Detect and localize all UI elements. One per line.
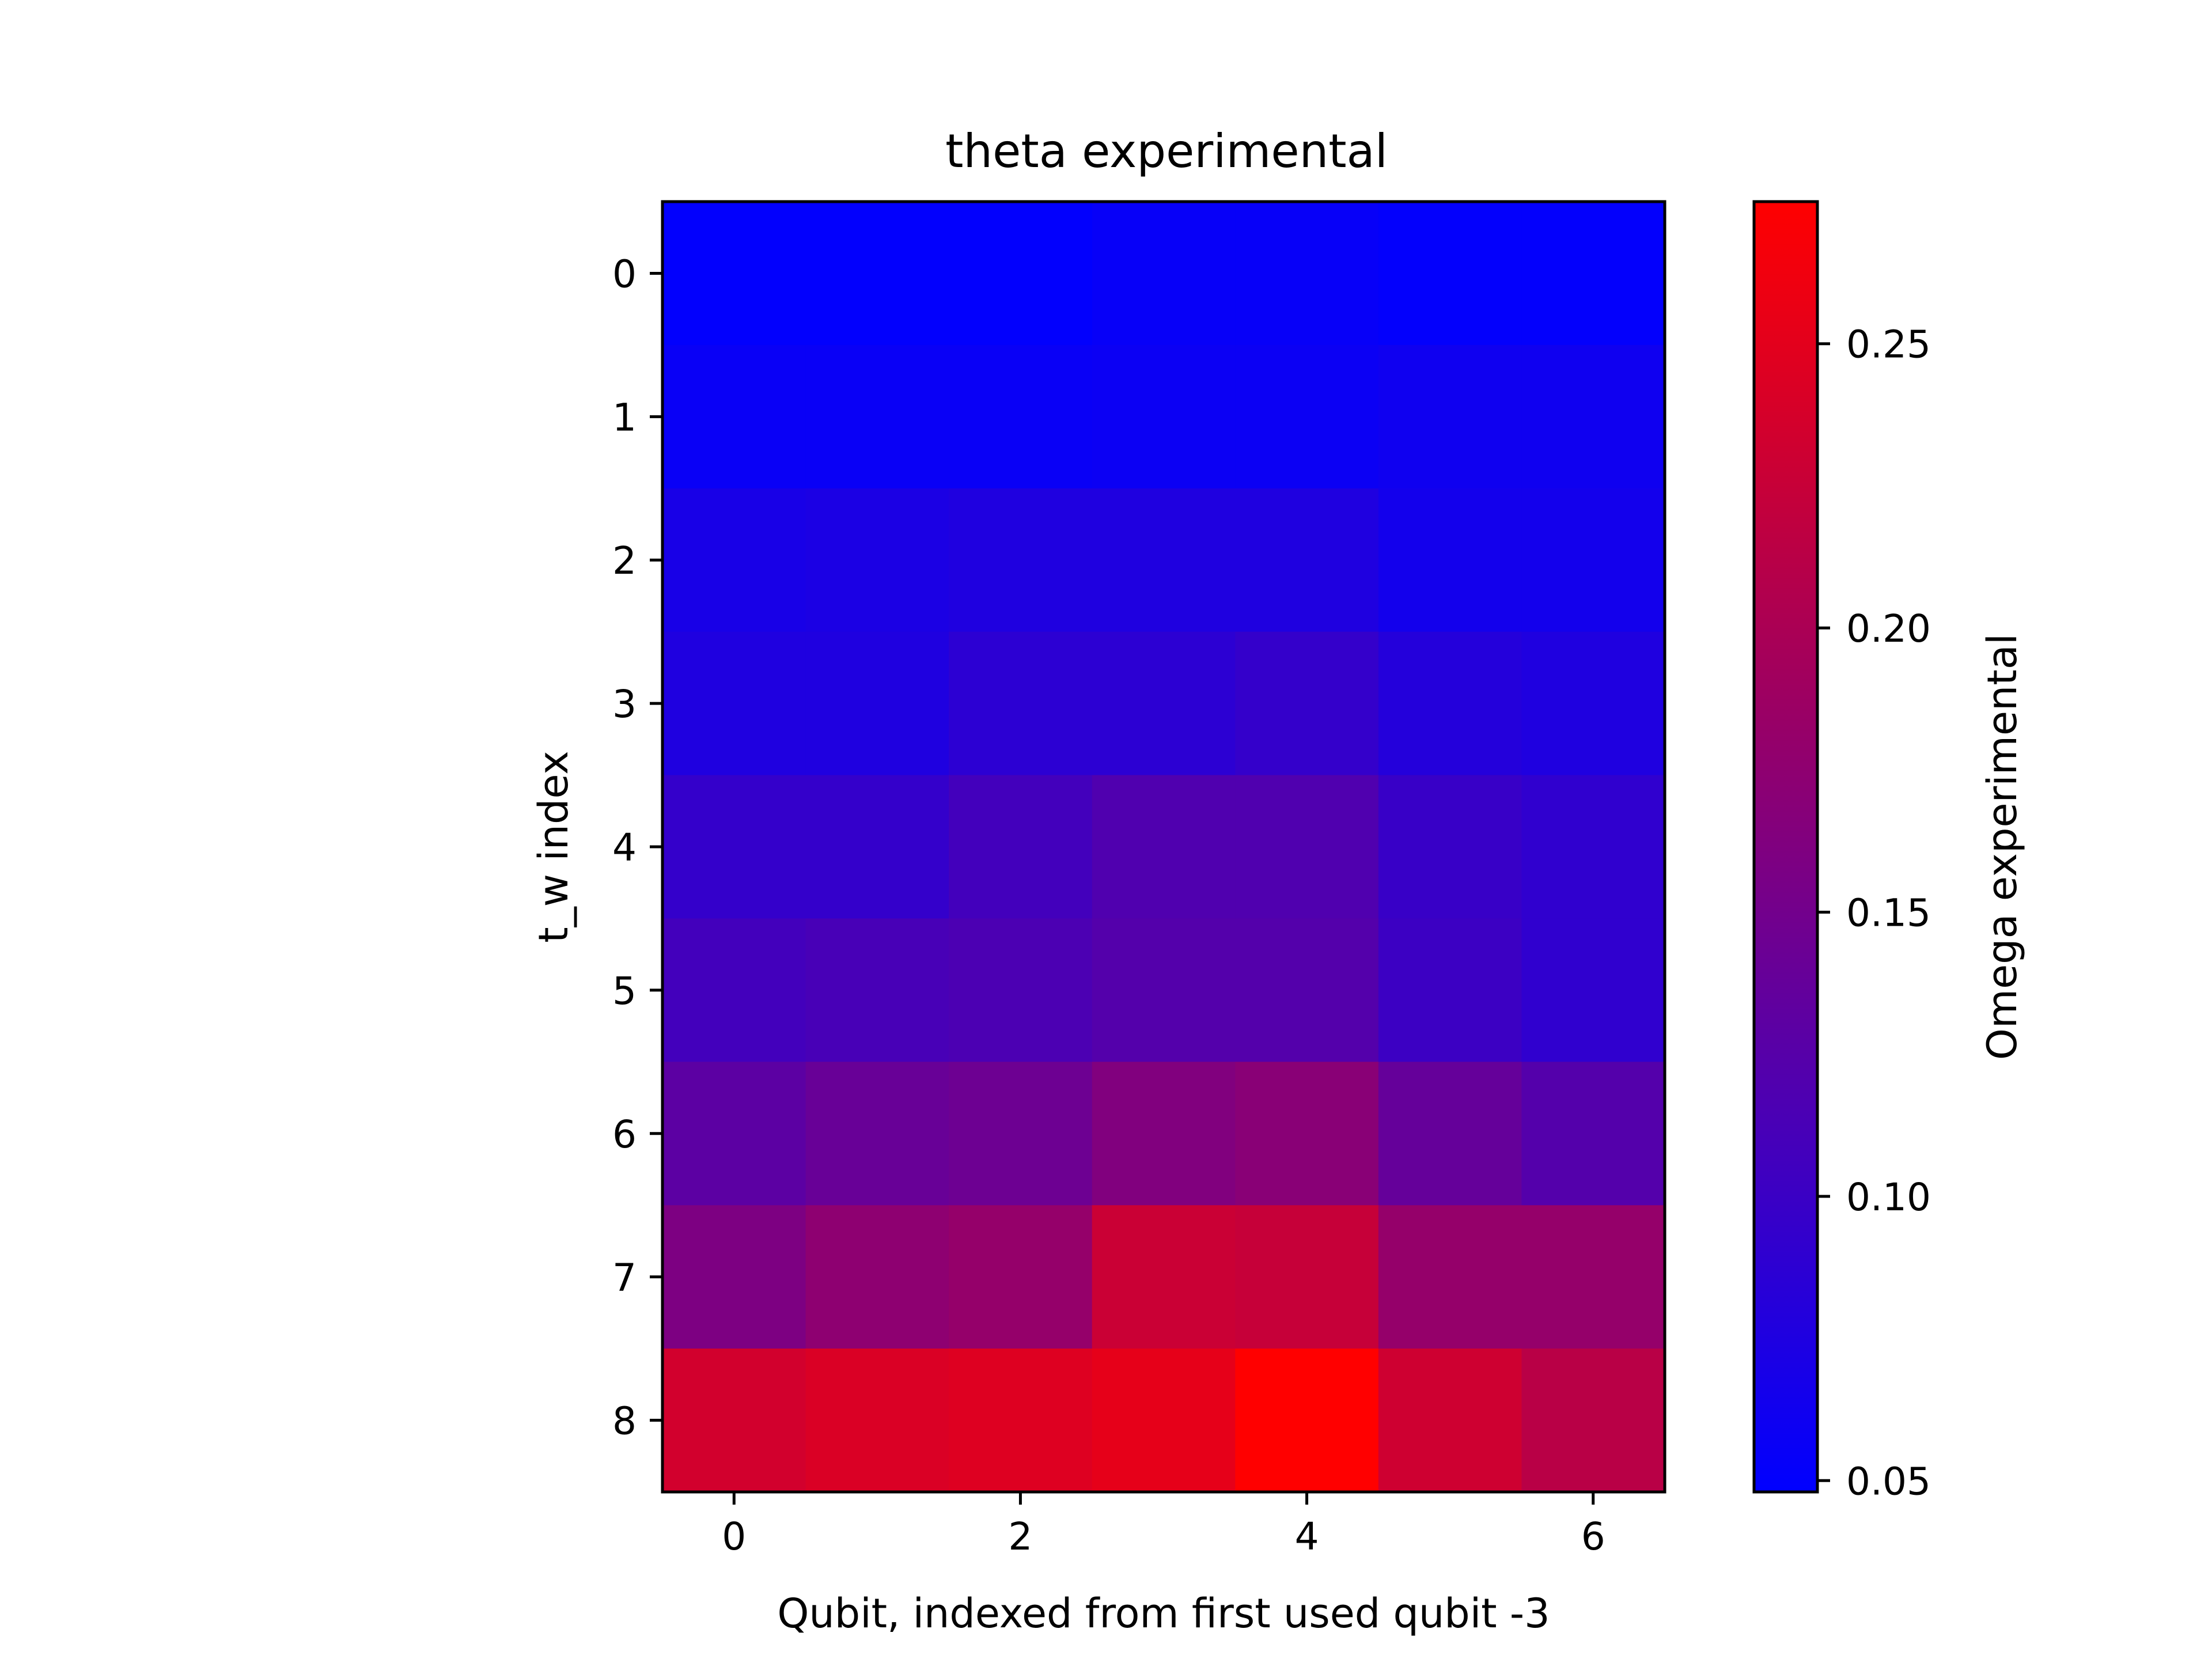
heatmap-cell-r2-c5: [1378, 488, 1522, 632]
y-tick-label-6: 6: [612, 1112, 637, 1157]
heatmap-cell-r7-c5: [1378, 1205, 1522, 1349]
heatmap-cell-r1-c0: [662, 344, 806, 489]
heatmap-cell-r1-c4: [1235, 344, 1379, 489]
colorbar-tick-label-4: 0.25: [1846, 323, 1931, 367]
heatmap-cell-r3-c4: [1235, 631, 1379, 776]
heatmap-cell-r2-c6: [1521, 488, 1665, 632]
heatmap-cell-r6-c3: [1092, 1062, 1236, 1206]
heatmap-cell-r8-c4: [1235, 1349, 1379, 1493]
heatmap-cell-r4-c4: [1235, 775, 1379, 919]
heatmap-cell-r4-c6: [1521, 775, 1665, 919]
heatmap-cell-r8-c1: [805, 1349, 949, 1493]
heatmap-cell-r5-c5: [1378, 918, 1522, 1062]
y-tick-label-8: 8: [612, 1399, 637, 1444]
x-tick-label-2: 2: [1008, 1514, 1032, 1559]
y-axis-label: t_w index: [530, 751, 577, 942]
heatmap-cell-r3-c5: [1378, 631, 1522, 776]
heatmap-cell-r4-c1: [805, 775, 949, 919]
heatmap-cell-r6-c5: [1378, 1062, 1522, 1206]
heatmap-cell-r5-c0: [662, 918, 806, 1062]
y-tick-label-2: 2: [612, 539, 637, 583]
heatmap-cell-r1-c6: [1521, 344, 1665, 489]
heatmap-cell-r6-c0: [662, 1062, 806, 1206]
x-axis-ticks: 0 2 4 6: [722, 1492, 1605, 1559]
heatmap-cell-r7-c2: [949, 1205, 1093, 1349]
heatmap-cell-r5-c6: [1521, 918, 1665, 1062]
heatmap-cell-r0-c1: [805, 202, 949, 346]
y-axis-ticks: 0 1 2 3 4 5 6 7 8: [612, 252, 662, 1444]
heatmap-cell-r1-c1: [805, 344, 949, 489]
y-tick-label-1: 1: [612, 395, 637, 440]
x-tick-label-4: 4: [1295, 1514, 1319, 1559]
heatmap-cell-r4-c3: [1092, 775, 1236, 919]
heatmap-cell-r7-c3: [1092, 1205, 1236, 1349]
colorbar: [1752, 200, 1819, 1494]
x-tick-label-0: 0: [722, 1514, 746, 1559]
heatmap-cell-r7-c4: [1235, 1205, 1379, 1349]
colorbar-ticks: 0.05 0.10 0.15 0.20 0.25: [1817, 323, 1931, 1503]
heatmap-cell-r3-c1: [805, 631, 949, 776]
heatmap-cell-r5-c1: [805, 918, 949, 1062]
heatmap-cell-r4-c2: [949, 775, 1093, 919]
heatmap-cell-r6-c4: [1235, 1062, 1379, 1206]
y-tick-label-4: 4: [612, 825, 637, 870]
heatmap-cell-r7-c6: [1521, 1205, 1665, 1349]
heatmap-cell-r3-c6: [1521, 631, 1665, 776]
heatmap-cell-r0-c0: [662, 202, 806, 346]
heatmap-cell-r5-c3: [1092, 918, 1236, 1062]
heatmap-cell-r1-c2: [949, 344, 1093, 489]
heatmap-cell-r8-c5: [1378, 1349, 1522, 1493]
y-tick-label-5: 5: [612, 969, 637, 1013]
heatmap-cell-r2-c2: [949, 488, 1093, 632]
heatmap-cell-r4-c5: [1378, 775, 1522, 919]
colorbar-tick-label-3: 0.20: [1846, 607, 1931, 651]
heatmap-cell-r2-c4: [1235, 488, 1379, 632]
heatmap-cell-r3-c0: [662, 631, 806, 776]
heatmap-cell-r6-c2: [949, 1062, 1093, 1206]
heatmap-cell-r3-c3: [1092, 631, 1236, 776]
heatmap-cell-r0-c6: [1521, 202, 1665, 346]
heatmap-cell-r7-c1: [805, 1205, 949, 1349]
heatmap-cell-r2-c1: [805, 488, 949, 632]
x-axis-label: Qubit, indexed from first used qubit -3: [777, 1590, 1550, 1637]
heatmap-cell-r2-c3: [1092, 488, 1236, 632]
colorbar-label: Omega experimental: [1979, 634, 2026, 1060]
colorbar-tick-label-0: 0.05: [1846, 1459, 1931, 1503]
heatmap-cell-r0-c3: [1092, 202, 1236, 346]
y-tick-label-3: 3: [612, 682, 637, 726]
heatmap-cell-r8-c3: [1092, 1349, 1236, 1493]
heatmap-cell-r5-c4: [1235, 918, 1379, 1062]
heatmap-cell-r1-c5: [1378, 344, 1522, 489]
colorbar-tick-label-1: 0.10: [1846, 1175, 1931, 1219]
y-tick-label-0: 0: [612, 252, 637, 296]
x-tick-label-6: 6: [1581, 1514, 1605, 1559]
heatmap-cell-r6-c6: [1521, 1062, 1665, 1206]
heatmap-cell-r5-c2: [949, 918, 1093, 1062]
chart-title: theta experimental: [945, 124, 1388, 178]
y-tick-label-7: 7: [612, 1256, 637, 1300]
heatmap-cell-r0-c5: [1378, 202, 1522, 346]
heatmap-cell-r6-c1: [805, 1062, 949, 1206]
heatmap-cell-r7-c0: [662, 1205, 806, 1349]
heatmap-cell-r8-c2: [949, 1349, 1093, 1493]
heatmap-cells: [662, 202, 1665, 1493]
heatmap-cell-r1-c3: [1092, 344, 1236, 489]
colorbar-tick-label-2: 0.15: [1846, 891, 1931, 935]
heatmap-cell-r8-c6: [1521, 1349, 1665, 1493]
heatmap-cell-r0-c4: [1235, 202, 1379, 346]
heatmap-cell-r8-c0: [662, 1349, 806, 1493]
heatmap-cell-r0-c2: [949, 202, 1093, 346]
heatmap-cell-r4-c0: [662, 775, 806, 919]
heatmap-cell-r3-c2: [949, 631, 1093, 776]
heatmap-cell-r2-c0: [662, 488, 806, 632]
